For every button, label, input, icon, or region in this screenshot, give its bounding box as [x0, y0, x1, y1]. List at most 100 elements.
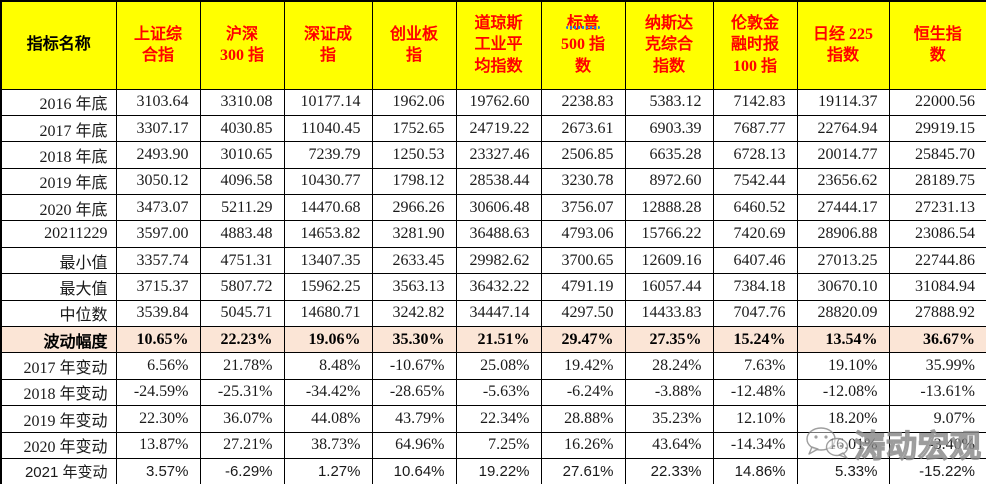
data-cell: 28538.44 [455, 167, 542, 196]
data-cell: 27.21% [199, 431, 285, 459]
data-cell: 3230.78 [540, 167, 626, 196]
table-row: 波动幅度 10.65% 22.23% 19.06% 35.30% 21.51% 29.47%… [0, 326, 986, 354]
data-cell: 30606.48 [455, 194, 542, 222]
data-cell: 7542.44 [712, 167, 798, 196]
data-cell: 1962.06 [371, 88, 457, 116]
header-cell: 恒生指 数 [888, 0, 986, 90]
table-row: 2020 年变动 13.87% 27.21% 38.73% 64.96% 7.25% 16.… [0, 431, 986, 459]
data-cell: 36488.63 [455, 220, 542, 248]
row-label-cell: 最大值 [0, 273, 117, 301]
data-cell: 4791.19 [540, 273, 626, 301]
data-cell: 29982.62 [455, 246, 542, 275]
data-cell: 19.42% [540, 352, 626, 380]
data-cell: 3715.37 [115, 273, 201, 301]
data-cell: 23656.62 [796, 167, 890, 196]
row-label-cell: 2018 年变动 [0, 378, 117, 407]
data-cell: -34.42% [283, 378, 373, 407]
spellcheck-squiggle [566, 26, 600, 29]
table-row: 2016 年底 3103.64 3310.08 10177.14 1962.06 1976… [0, 88, 986, 116]
table-row: 2019 年底 3050.12 4096.58 10430.77 1798.12 2853… [0, 167, 986, 196]
data-cell: 34447.14 [455, 299, 542, 328]
data-cell: 6460.52 [712, 194, 798, 222]
data-cell: -3.88% [624, 378, 714, 407]
data-cell: 5.33% [796, 457, 890, 484]
data-cell: 27013.25 [796, 246, 890, 275]
row-label-cell: 2017 年底 [0, 114, 117, 143]
data-cell: 27.61% [540, 457, 626, 484]
data-cell: 28189.75 [888, 167, 986, 196]
data-cell: 27888.92 [888, 299, 986, 328]
data-cell: 27231.13 [888, 194, 986, 222]
data-cell: 7.25% [455, 431, 542, 459]
row-label-cell: 2017 年变动 [0, 352, 117, 380]
data-cell: 1798.12 [371, 167, 457, 196]
data-cell: 3310.08 [199, 88, 285, 116]
data-cell: 22744.86 [888, 246, 986, 275]
table-row: 2018 年底 2493.90 3010.65 7239.79 1250.53 23327… [0, 141, 986, 169]
data-cell: 3597.00 [115, 220, 201, 248]
data-cell: 19.10% [796, 352, 890, 380]
data-cell: 7239.79 [283, 141, 373, 169]
data-cell: 5807.72 [199, 273, 285, 301]
data-cell: 3050.12 [115, 167, 201, 196]
data-cell: 14653.82 [283, 220, 373, 248]
data-cell: 14470.68 [283, 194, 373, 222]
header-cell: 道琼斯 工业平 均指数 [455, 0, 542, 90]
table-row: 最小值 3357.74 4751.31 13407.35 2633.45 29982.62… [0, 246, 986, 275]
table-row: 2017 年变动 6.56% 21.78% 8.48% -10.67% 25.08% 19.… [0, 352, 986, 380]
data-cell: 35.30% [371, 326, 457, 354]
data-cell: 36.67% [888, 326, 986, 354]
header-cell: 上证综 合指 [115, 0, 201, 90]
header-cell: 标普 500 指 数 [540, 0, 626, 90]
data-cell: 16057.44 [624, 273, 714, 301]
data-cell: 15.24% [712, 326, 798, 354]
data-cell: -25.31% [199, 378, 285, 407]
data-cell: 3539.84 [115, 299, 201, 328]
data-cell: 23327.46 [455, 141, 542, 169]
data-cell: 2966.26 [371, 194, 457, 222]
row-label-cell: 2018 年底 [0, 141, 117, 169]
data-cell: 1250.53 [371, 141, 457, 169]
data-cell: 29.47% [540, 326, 626, 354]
data-cell: 13407.35 [283, 246, 373, 275]
header-cell: 深证成 指 [283, 0, 373, 90]
table-header-row: 指标名称 上证综 合指 沪深 300 指深证成 指创业板 指道琼斯 工业平 均指数标… [0, 0, 986, 90]
data-cell: 44.08% [283, 405, 373, 433]
table-row: 2018 年变动 -24.59% -25.31% -34.42% -28.65% -5.6… [0, 378, 986, 407]
data-cell: 38.73% [283, 431, 373, 459]
header-cell: 伦敦金 融时报 100 指 [712, 0, 798, 90]
data-cell: 28.88% [540, 405, 626, 433]
data-cell: 6728.13 [712, 141, 798, 169]
data-cell: 7047.76 [712, 299, 798, 328]
data-cell: 3103.64 [115, 88, 201, 116]
data-cell: -13.61% [888, 378, 986, 407]
data-cell: 15766.22 [624, 220, 714, 248]
data-cell: 2673.61 [540, 114, 626, 143]
data-cell: 11040.45 [283, 114, 373, 143]
row-label-cell: 最小值 [0, 246, 117, 275]
data-cell: 4751.31 [199, 246, 285, 275]
data-cell: 8972.60 [624, 167, 714, 196]
data-cell: -28.65% [371, 378, 457, 407]
data-cell: 27444.17 [796, 194, 890, 222]
data-cell: 16.26% [540, 431, 626, 459]
data-cell: 4096.58 [199, 167, 285, 196]
data-cell: 4297.50 [540, 299, 626, 328]
row-label-cell: 2019 年底 [0, 167, 117, 196]
data-cell: 10430.77 [283, 167, 373, 196]
row-label-cell: 2016 年底 [0, 88, 117, 116]
data-cell: 19.22% [455, 457, 542, 484]
data-cell: 4883.48 [199, 220, 285, 248]
data-cell: 13.54% [796, 326, 890, 354]
data-cell: -12.48% [712, 378, 798, 407]
header-cell: 沪深 300 指 [199, 0, 285, 90]
data-cell: 12609.16 [624, 246, 714, 275]
data-cell: 7687.77 [712, 114, 798, 143]
data-cell: 35.23% [624, 405, 714, 433]
data-cell: 15962.25 [283, 273, 373, 301]
data-cell: 13.87% [115, 431, 201, 459]
data-cell: 8.48% [283, 352, 373, 380]
data-cell: 6407.46 [712, 246, 798, 275]
